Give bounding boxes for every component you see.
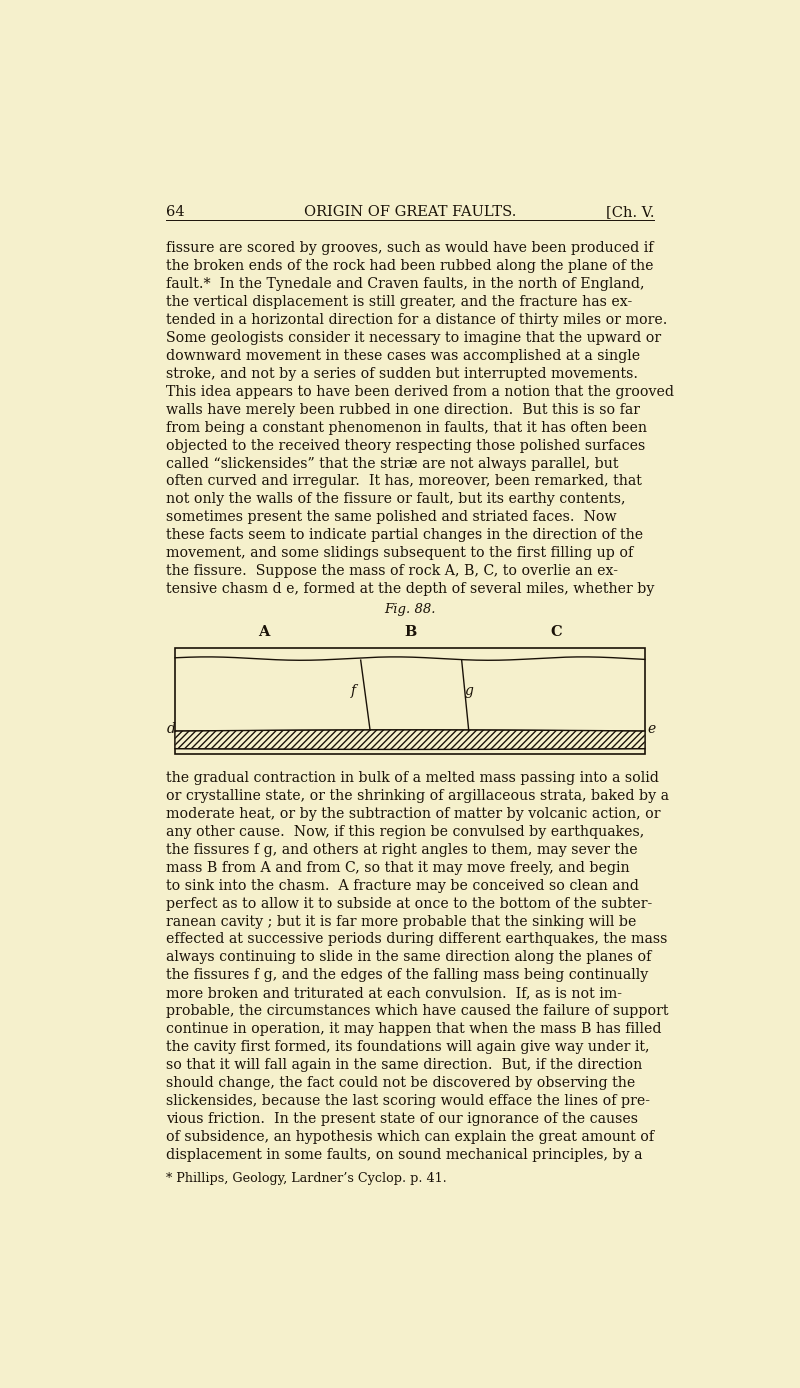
Text: not only the walls of the fissure or fault, but its earthy contents,: not only the walls of the fissure or fau… [166,493,626,507]
Text: e: e [647,722,655,737]
Text: slickensides, because the last scoring would efface the lines of pre-: slickensides, because the last scoring w… [166,1094,650,1108]
Text: B: B [404,625,416,638]
Text: fissure are scored by grooves, such as would have been produced if: fissure are scored by grooves, such as w… [166,242,654,255]
Text: moderate heat, or by the subtraction of matter by volcanic action, or: moderate heat, or by the subtraction of … [166,806,660,820]
Text: Fig. 88.: Fig. 88. [384,604,436,616]
Text: the fissure.  Suppose the mass of rock A, B, C, to overlie an ex-: the fissure. Suppose the mass of rock A,… [166,564,618,579]
Text: vious friction.  In the present state of our ignorance of the causes: vious friction. In the present state of … [166,1112,638,1126]
Text: g: g [465,683,474,698]
Text: these facts seem to indicate partial changes in the direction of the: these facts seem to indicate partial cha… [166,529,643,543]
Text: should change, the fact could not be discovered by observing the: should change, the fact could not be dis… [166,1076,635,1090]
Text: the fissures f g, and the edges of the falling mass being continually: the fissures f g, and the edges of the f… [166,969,648,983]
Text: continue in operation, it may happen that when the mass B has filled: continue in operation, it may happen tha… [166,1022,662,1037]
Text: movement, and some slidings subsequent to the first filling up of: movement, and some slidings subsequent t… [166,547,633,561]
Text: objected to the received theory respecting those polished surfaces: objected to the received theory respecti… [166,439,645,452]
Text: walls have merely been rubbed in one direction.  But this is so far: walls have merely been rubbed in one dir… [166,403,640,416]
Text: downward movement in these cases was accomplished at a single: downward movement in these cases was acc… [166,348,640,362]
Text: A: A [258,625,270,638]
Text: or crystalline state, or the shrinking of argillaceous strata, baked by a: or crystalline state, or the shrinking o… [166,788,669,802]
Text: displacement in some faults, on sound mechanical principles, by a: displacement in some faults, on sound me… [166,1148,642,1162]
Text: of subsidence, an hypothesis which can explain the great amount of: of subsidence, an hypothesis which can e… [166,1130,654,1144]
Text: the gradual contraction in bulk of a melted mass passing into a solid: the gradual contraction in bulk of a mel… [166,770,658,786]
Text: any other cause.  Now, if this region be convulsed by earthquakes,: any other cause. Now, if this region be … [166,824,644,838]
Text: * Phillips, Geology, Lardner’s Cyclop. p. 41.: * Phillips, Geology, Lardner’s Cyclop. p… [166,1171,446,1185]
Text: mass B from A and from C, so that it may move freely, and begin: mass B from A and from C, so that it may… [166,861,630,874]
Text: probable, the circumstances which have caused the failure of support: probable, the circumstances which have c… [166,1005,668,1019]
Polygon shape [175,730,645,750]
Text: so that it will fall again in the same direction.  But, if the direction: so that it will fall again in the same d… [166,1058,642,1072]
Bar [175,648,645,754]
Text: from being a constant phenomenon in faults, that it has often been: from being a constant phenomenon in faul… [166,421,647,434]
Text: f: f [350,683,355,698]
Text: perfect as to allow it to subside at once to the bottom of the subter-: perfect as to allow it to subside at onc… [166,897,652,911]
Text: the vertical displacement is still greater, and the fracture has ex-: the vertical displacement is still great… [166,296,632,310]
Text: the broken ends of the rock had been rubbed along the plane of the: the broken ends of the rock had been rub… [166,260,654,273]
Text: fault.*  In the Tynedale and Craven faults, in the north of England,: fault.* In the Tynedale and Craven fault… [166,278,644,291]
Text: often curved and irregular.  It has, moreover, been remarked, that: often curved and irregular. It has, more… [166,475,642,489]
Text: C: C [550,625,562,638]
Text: d: d [167,722,176,737]
Text: ORIGIN OF GREAT FAULTS.: ORIGIN OF GREAT FAULTS. [304,205,516,219]
Text: tensive chasm d e, formed at the depth of several miles, whether by: tensive chasm d e, formed at the depth o… [166,582,654,595]
Text: [Ch. V.: [Ch. V. [606,205,654,219]
Text: 64: 64 [166,205,185,219]
Text: tended in a horizontal direction for a distance of thirty miles or more.: tended in a horizontal direction for a d… [166,314,667,328]
Text: called “slickensides” that the striæ are not always parallel, but: called “slickensides” that the striæ are… [166,457,618,471]
Text: more broken and triturated at each convulsion.  If, as is not im-: more broken and triturated at each convu… [166,987,622,1001]
Text: ranean cavity ; but it is far more probable that the sinking will be: ranean cavity ; but it is far more proba… [166,915,636,929]
Text: Some geologists consider it necessary to imagine that the upward or: Some geologists consider it necessary to… [166,330,661,346]
Text: This idea appears to have been derived from a notion that the grooved: This idea appears to have been derived f… [166,384,674,398]
Text: always continuing to slide in the same direction along the planes of: always continuing to slide in the same d… [166,951,651,965]
Text: the cavity first formed, its foundations will again give way under it,: the cavity first formed, its foundations… [166,1040,650,1053]
Text: stroke, and not by a series of sudden but interrupted movements.: stroke, and not by a series of sudden bu… [166,366,638,380]
Text: sometimes present the same polished and striated faces.  Now: sometimes present the same polished and … [166,511,617,525]
Text: effected at successive periods during different earthquakes, the mass: effected at successive periods during di… [166,933,667,947]
Text: to sink into the chasm.  A fracture may be conceived so clean and: to sink into the chasm. A fracture may b… [166,879,638,892]
Text: the fissures f g, and others at right angles to them, may sever the: the fissures f g, and others at right an… [166,843,638,856]
